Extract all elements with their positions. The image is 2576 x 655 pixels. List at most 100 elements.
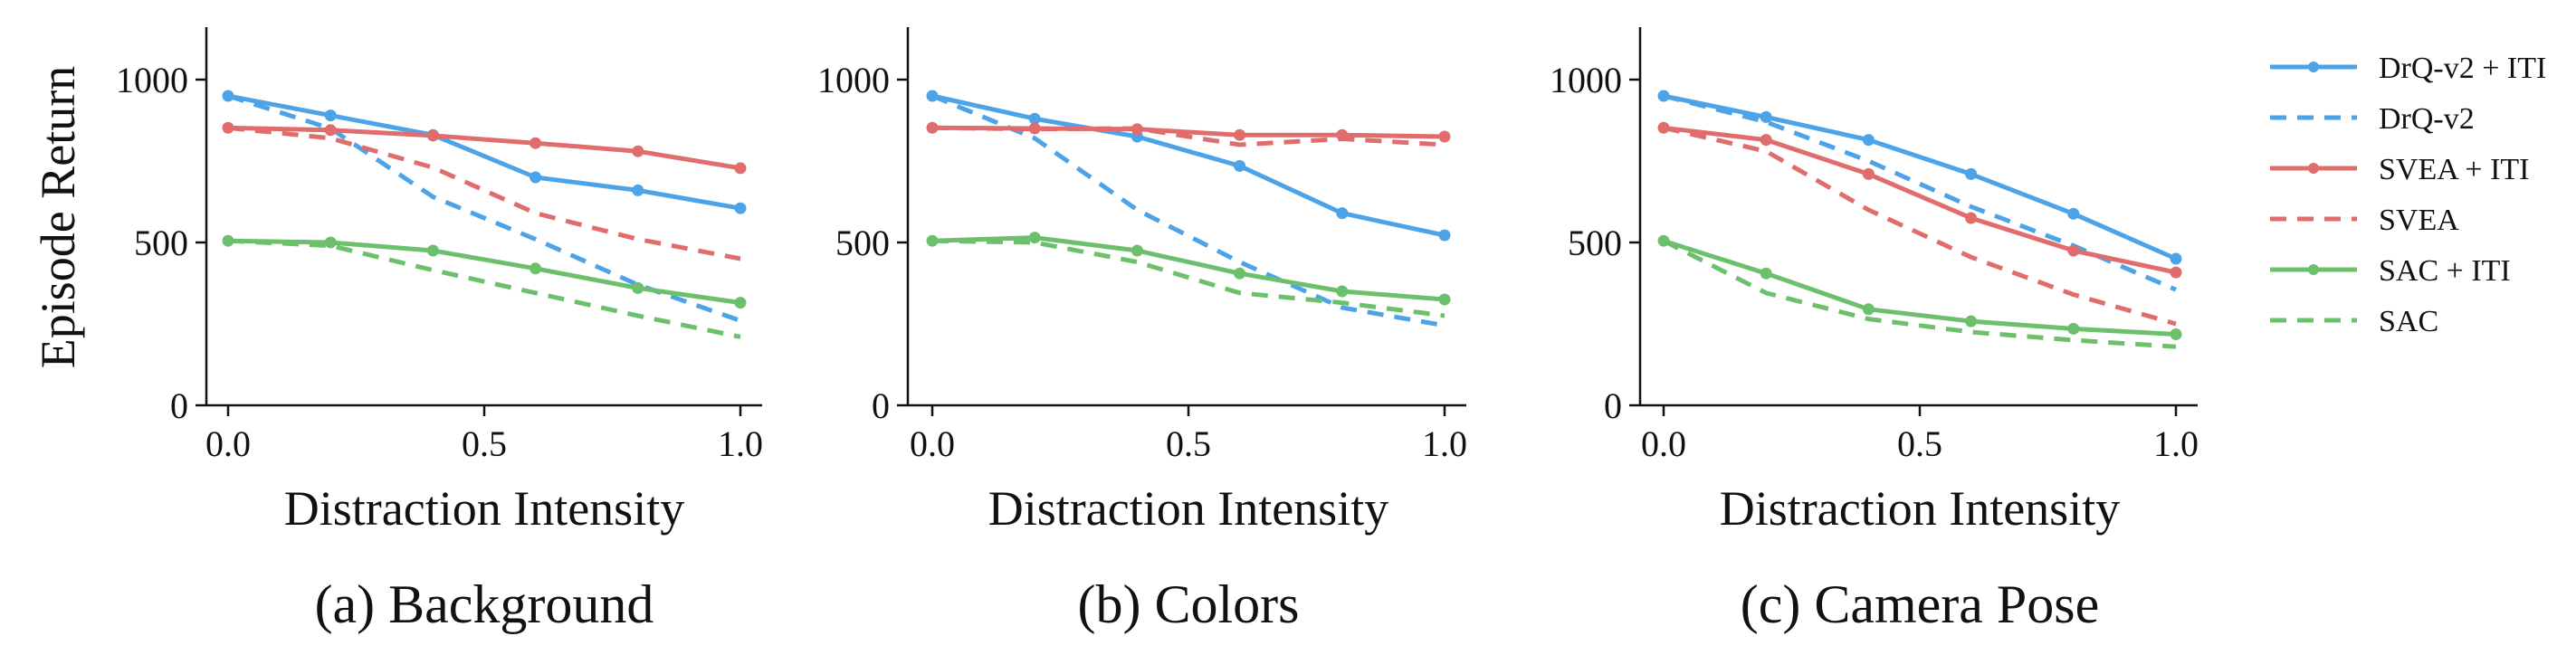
x-tick-label: 0.0 xyxy=(910,423,955,464)
data-point-drq-v2-iti xyxy=(222,90,234,102)
data-point-drq-v2-iti xyxy=(1438,229,1451,242)
data-point-svea-iti xyxy=(1234,128,1246,141)
series-sac-iti xyxy=(222,234,747,309)
data-point-sac-iti xyxy=(734,297,747,309)
series-line-drq-v2-iti xyxy=(930,93,1447,238)
data-point-sac-iti xyxy=(1965,315,1978,328)
legend-entry: DrQ-v2 xyxy=(2270,102,2475,136)
legend-entry: SVEA + ITI xyxy=(2270,153,2530,186)
data-point-sac-iti xyxy=(222,234,234,247)
y-tick-label: 500 xyxy=(835,223,890,263)
series-drq-v2-iti xyxy=(1657,90,2182,265)
data-point-sac-iti xyxy=(1657,234,1670,247)
data-point-drq-v2-iti xyxy=(324,109,337,122)
legend-entry: SAC xyxy=(2270,305,2438,338)
y-tick-label: 1000 xyxy=(1550,60,1622,100)
x-axis-label: Distraction Intensity xyxy=(284,481,684,536)
legend-entry: DrQ-v2 + ITI xyxy=(2270,52,2546,85)
series-line-sac xyxy=(1662,238,2177,349)
series-line-svea xyxy=(1663,125,2177,327)
data-point-drq-v2-iti xyxy=(2170,252,2182,265)
legend-label: DrQ-v2 xyxy=(2379,102,2475,136)
data-point-sac-iti xyxy=(1336,285,1349,298)
series-sac xyxy=(227,238,741,339)
x-axis-label: Distraction Intensity xyxy=(988,481,1388,536)
data-point-drq-v2-iti xyxy=(1234,159,1246,172)
series-svea-iti xyxy=(1657,121,2182,279)
data-point-drq-v2-iti xyxy=(1965,167,1978,180)
y-tick-label: 1000 xyxy=(817,60,890,100)
data-point-sac-iti xyxy=(1131,244,1143,257)
x-tick-label: 1.0 xyxy=(1422,423,1467,464)
data-point-svea-iti xyxy=(632,145,644,157)
x-tick-label: 1.0 xyxy=(2153,423,2199,464)
data-point-svea-iti xyxy=(1336,128,1349,141)
y-tick-label: 0 xyxy=(1604,385,1622,426)
legend-marker xyxy=(2308,163,2319,174)
y-tick-label: 0 xyxy=(170,385,188,426)
legend-label: SVEA + ITI xyxy=(2379,153,2530,186)
series-line-drq-v2 xyxy=(1663,93,2177,292)
data-point-svea-iti xyxy=(926,121,939,134)
y-axis-label: Episode Return xyxy=(31,66,85,368)
x-tick-label: 0.0 xyxy=(1641,423,1686,464)
chart-panel-1: 0 500 1000 0.0 0.5 1.0 Distraction Intensity Ep… xyxy=(31,27,763,634)
data-point-sac-iti xyxy=(1028,232,1041,244)
legend-marker xyxy=(2308,62,2319,72)
data-point-sac-iti xyxy=(1760,267,1772,280)
data-point-drq-v2-iti xyxy=(926,90,939,102)
legend: DrQ-v2 + ITI DrQ-v2 SVEA + ITI SVEA SAC + IT… xyxy=(2270,52,2546,338)
data-point-svea-iti xyxy=(1438,130,1451,143)
data-point-drq-v2-iti xyxy=(1760,110,1772,123)
legend-label: SAC + ITI xyxy=(2379,254,2511,288)
chart-panel-3: 0 500 1000 0.0 0.5 1.0 Distraction Intensity (c… xyxy=(1550,27,2199,634)
data-point-svea-iti xyxy=(530,137,542,149)
series-sac-iti xyxy=(1657,234,2182,341)
series-sac xyxy=(1662,238,2177,349)
x-tick-label: 0.5 xyxy=(462,423,507,464)
series-line-sac-iti xyxy=(1661,238,2179,337)
y-tick-label: 500 xyxy=(134,223,188,263)
data-point-svea-iti xyxy=(1862,167,1875,180)
series-line-svea-iti xyxy=(1661,125,2179,275)
data-point-sac-iti xyxy=(2170,328,2182,341)
x-tick-label: 0.0 xyxy=(205,423,251,464)
legend-label: DrQ-v2 + ITI xyxy=(2379,52,2546,85)
series-line-sac-iti xyxy=(225,238,743,306)
series-line-sac-iti xyxy=(930,235,1447,302)
y-tick-label: 1000 xyxy=(116,60,188,100)
y-tick-label: 0 xyxy=(872,385,890,426)
x-tick-label: 0.5 xyxy=(1166,423,1211,464)
data-point-sac-iti xyxy=(1234,267,1246,280)
data-point-svea-iti xyxy=(1760,134,1772,147)
series-drq-v2-iti xyxy=(926,90,1451,242)
series-svea-iti xyxy=(222,121,747,175)
data-point-sac-iti xyxy=(1438,293,1451,306)
data-point-drq-v2-iti xyxy=(1862,134,1875,147)
series-line-svea-iti xyxy=(930,125,1447,139)
data-point-drq-v2-iti xyxy=(530,171,542,184)
data-point-drq-v2-iti xyxy=(1028,112,1041,125)
data-point-drq-v2-iti xyxy=(632,184,644,196)
data-point-svea-iti xyxy=(1028,122,1041,135)
legend-marker xyxy=(2308,264,2319,275)
data-point-sac-iti xyxy=(632,281,644,294)
data-point-svea-iti xyxy=(222,121,234,134)
data-point-sac-iti xyxy=(1862,303,1875,316)
chart-panels: 0 500 1000 0.0 0.5 1.0 Distraction Intensity Ep… xyxy=(31,27,2199,634)
x-tick-label: 0.5 xyxy=(1897,423,1942,464)
series-sac xyxy=(931,238,1445,318)
data-point-drq-v2-iti xyxy=(1657,90,1670,102)
data-point-svea-iti xyxy=(426,129,439,142)
data-point-svea-iti xyxy=(1965,212,1978,224)
series-line-svea xyxy=(227,125,741,261)
series-line-sac xyxy=(931,238,1445,318)
x-tick-label: 1.0 xyxy=(718,423,763,464)
series-line-svea-iti xyxy=(225,125,743,171)
data-point-sac-iti xyxy=(2067,322,2080,335)
data-point-drq-v2-iti xyxy=(1336,207,1349,220)
chart-panel-2: 0 500 1000 0.0 0.5 1.0 Distraction Intensity (b… xyxy=(817,27,1467,634)
series-drq-v2 xyxy=(1663,93,2177,292)
series-line-sac xyxy=(227,238,741,339)
